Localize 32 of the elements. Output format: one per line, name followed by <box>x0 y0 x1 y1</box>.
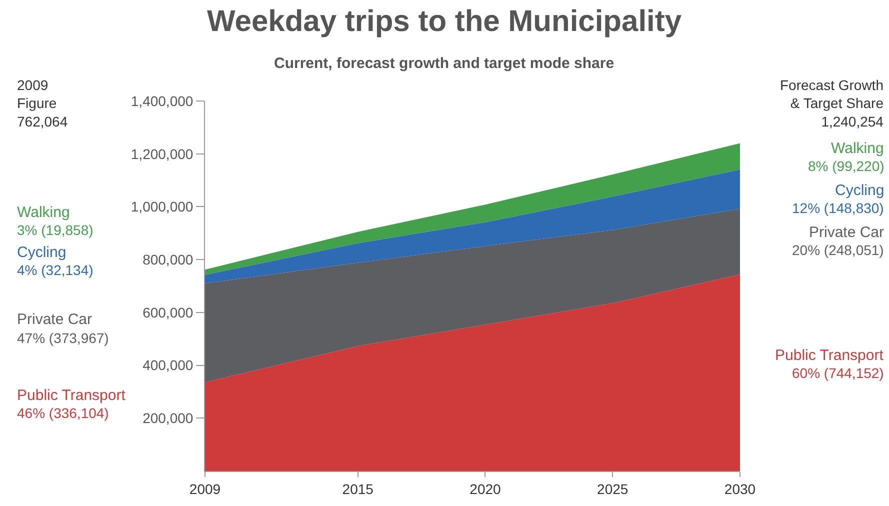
y-tick-label: 200,000 <box>142 410 194 426</box>
text: 8% (99,220) <box>808 158 884 174</box>
text: Public Transport <box>17 387 126 404</box>
text: 47% (373,967) <box>17 330 109 346</box>
text: Cycling <box>17 244 66 261</box>
y-tick-label: 400,000 <box>142 357 194 374</box>
text: 12% (148,830) <box>792 200 884 216</box>
x-tick-label: 2020 <box>470 480 502 497</box>
text: Walking <box>831 140 884 157</box>
x-tick-label: 2009 <box>189 480 221 497</box>
text: 2009 Figure 762,064 <box>17 77 68 130</box>
y-tick-label: 1,000,000 <box>130 198 194 215</box>
text: Cycling <box>835 182 884 199</box>
chart-subtitle: Current, forecast growth and target mode share <box>274 55 614 72</box>
text: 20% (248,051) <box>792 242 884 258</box>
x-tick-label: 2025 <box>597 480 628 497</box>
y-tick-label: 1,200,000 <box>130 146 194 162</box>
chart-title: Weekday trips to the Municipality <box>207 5 682 38</box>
text: Private Car <box>809 224 884 241</box>
text: 46% (336,104) <box>17 405 109 421</box>
x-tick-label: 2030 <box>724 480 756 497</box>
text: 3% (19,858) <box>17 222 94 238</box>
text: Public Transport <box>775 347 884 364</box>
x-tick-label: 2015 <box>342 480 374 497</box>
text: 4% (32,134) <box>17 262 94 278</box>
text: 60% (744,152) <box>792 365 884 381</box>
text: Walking <box>17 204 70 221</box>
text: Forecast Growth & Target Share 1,240,254 <box>780 77 884 130</box>
y-tick-label: 600,000 <box>142 304 194 320</box>
y-tick-label: 800,000 <box>142 251 194 268</box>
text: Private Car <box>17 311 92 328</box>
y-tick-label: 1,400,000 <box>130 92 194 109</box>
